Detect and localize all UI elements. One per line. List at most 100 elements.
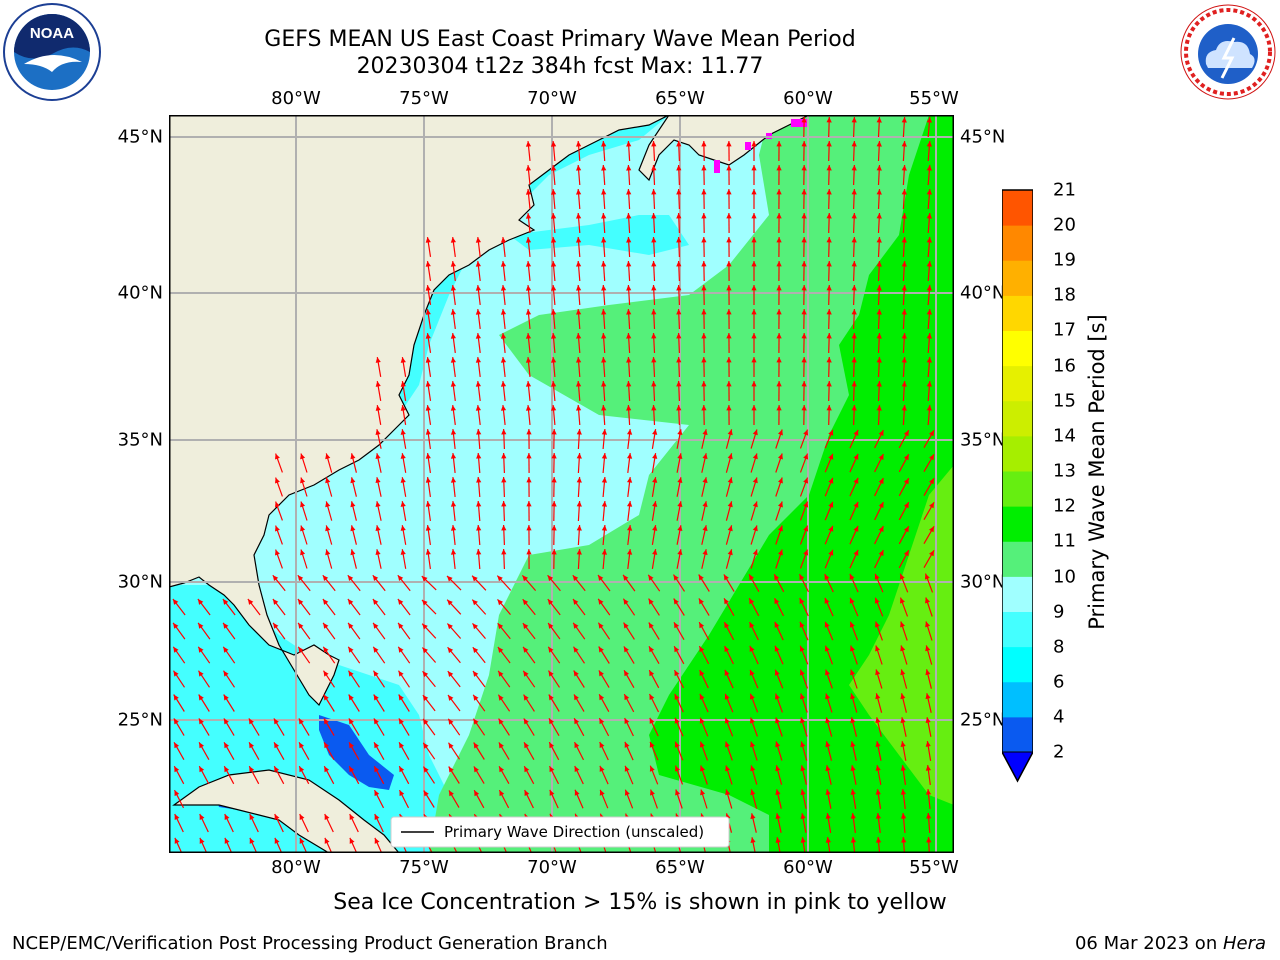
wave-arrow-head bbox=[926, 261, 932, 267]
wave-arrow-head bbox=[400, 381, 406, 387]
wave-arrow-head bbox=[576, 285, 582, 291]
wave-arrow-head bbox=[450, 261, 456, 267]
wave-arrow-head bbox=[623, 646, 629, 653]
wave-arrow-head bbox=[851, 333, 857, 339]
wave-arrow-head bbox=[348, 646, 354, 653]
wave-arrow-head bbox=[397, 599, 404, 605]
lat-label-left-35n: 35°N bbox=[117, 429, 163, 451]
wave-arrow-head bbox=[924, 573, 930, 580]
wave-arrow-head bbox=[249, 766, 255, 773]
wave-arrow-head bbox=[475, 285, 481, 291]
wave-arrow-head bbox=[373, 646, 379, 653]
wave-arrow-head bbox=[929, 430, 934, 437]
wave-arrow-head bbox=[174, 790, 180, 797]
wave-arrow-head bbox=[750, 741, 756, 748]
wave-arrow-head bbox=[676, 261, 682, 267]
wave-arrow-head bbox=[799, 645, 805, 652]
wave-arrow-head bbox=[375, 525, 381, 531]
wave-arrow-head bbox=[702, 549, 708, 556]
wave-arrow-head bbox=[400, 501, 406, 507]
wave-arrow-head bbox=[422, 647, 428, 654]
wave-arrow-head bbox=[724, 717, 730, 724]
wave-arrow-head bbox=[425, 309, 431, 315]
lat-label-left-30n: 30°N bbox=[117, 571, 163, 593]
wave-arrow-head bbox=[450, 453, 457, 459]
wave-arrow-head bbox=[651, 381, 657, 387]
colorbar-segment bbox=[1002, 260, 1033, 296]
wave-arrow-head bbox=[299, 766, 305, 773]
wave-arrow-head bbox=[878, 430, 884, 436]
wave-arrow-head bbox=[500, 309, 507, 315]
wave-arrow-head bbox=[801, 165, 807, 171]
wave-arrow-head bbox=[825, 765, 831, 772]
wave-arrow-head bbox=[851, 405, 857, 411]
wave-arrow-head bbox=[601, 429, 607, 435]
wave-arrow-head bbox=[926, 381, 932, 387]
wave-arrow-head bbox=[776, 189, 782, 195]
wave-arrow-head bbox=[850, 669, 856, 676]
wave-arrow-head bbox=[297, 599, 304, 605]
wave-arrow-head bbox=[323, 718, 329, 725]
wave-arrow-head bbox=[501, 453, 507, 459]
wave-arrow-head bbox=[576, 501, 582, 507]
wave-arrow-head bbox=[876, 381, 882, 387]
wave-arrow-head bbox=[726, 333, 732, 339]
wave-arrow-head bbox=[676, 285, 682, 291]
colorbar-tick-21: 21 bbox=[1053, 179, 1076, 201]
wave-arrow-head bbox=[447, 575, 453, 582]
wave-arrow-head bbox=[878, 478, 884, 484]
credit-date: 06 Mar 2023 on bbox=[1074, 933, 1223, 954]
wave-arrow-head bbox=[601, 501, 607, 507]
lon-label-top-60w: 60°W bbox=[783, 88, 833, 109]
wave-arrow-head bbox=[472, 623, 478, 630]
wave-arrow-head bbox=[674, 622, 679, 629]
wave-arrow-head bbox=[576, 165, 582, 171]
wave-arrow-head bbox=[876, 213, 882, 219]
wave-arrow-head bbox=[249, 837, 255, 844]
wave-arrow-head bbox=[223, 622, 229, 629]
wave-arrow-head bbox=[525, 381, 532, 387]
lon-label-bottom-60w: 60°W bbox=[783, 857, 833, 878]
lat-label-right-35n: 35°N bbox=[960, 429, 1006, 451]
wave-arrow-head bbox=[601, 381, 607, 387]
wave-arrow-head bbox=[400, 405, 406, 411]
wave-arrow-head bbox=[850, 837, 857, 843]
wave-arrow-head bbox=[375, 357, 381, 363]
wave-arrow-head bbox=[799, 574, 805, 581]
wave-arrow-head bbox=[651, 189, 657, 195]
wave-arrow-head bbox=[677, 525, 683, 531]
wave-arrow-head bbox=[173, 622, 179, 629]
wave-arrow-head bbox=[500, 357, 507, 363]
wave-arrow-head bbox=[775, 717, 780, 724]
wave-arrow-head bbox=[750, 717, 755, 724]
wave-arrow-head bbox=[901, 189, 907, 195]
wave-arrow-head bbox=[701, 357, 707, 363]
wave-arrow-head bbox=[900, 669, 906, 676]
wave-arrow-head bbox=[297, 575, 304, 581]
wave-arrow-head bbox=[398, 718, 404, 725]
wave-arrow-head bbox=[322, 599, 329, 605]
wave-arrow-head bbox=[475, 333, 481, 339]
wave-arrow-head bbox=[826, 333, 832, 339]
wave-arrow-head bbox=[298, 718, 304, 725]
lon-label-bottom-70w: 70°W bbox=[527, 857, 577, 878]
wave-arrow-head bbox=[626, 165, 632, 171]
wave-arrow-head bbox=[702, 429, 708, 436]
wave-arrow-head bbox=[901, 117, 907, 123]
lon-label-bottom-55w: 55°W bbox=[909, 857, 959, 878]
wave-arrow-head bbox=[423, 766, 429, 773]
wave-arrow-head bbox=[526, 549, 532, 555]
wave-arrow-head bbox=[551, 261, 557, 267]
wave-arrow-head bbox=[752, 501, 758, 508]
wave-arrow-head bbox=[347, 599, 354, 605]
wave-arrow-head bbox=[526, 429, 532, 435]
wave-arrow-head bbox=[549, 766, 555, 773]
wave-arrow-head bbox=[701, 405, 707, 411]
wave-arrow-head bbox=[322, 575, 329, 581]
wave-arrow-head bbox=[375, 429, 381, 435]
wave-arrow-head bbox=[522, 599, 529, 606]
wave-arrow-head bbox=[651, 237, 657, 243]
wave-arrow-head bbox=[572, 575, 579, 581]
wave-arrow-head bbox=[725, 765, 731, 772]
wave-arrow-head bbox=[878, 502, 884, 508]
